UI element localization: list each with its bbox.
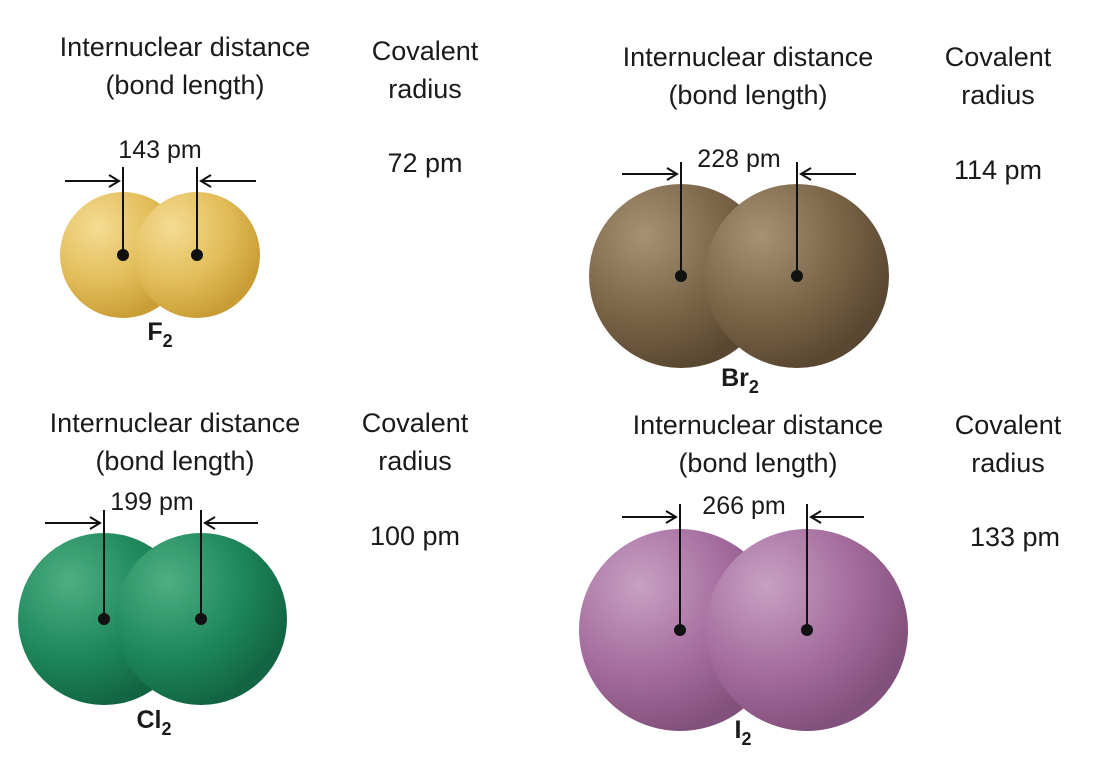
i2-formula-subscript: 2 <box>741 729 752 749</box>
cl2-formula-symbol: Cl <box>136 706 162 734</box>
cl2-distance-label-line1: Internuclear distance <box>49 408 301 438</box>
i2-formula-symbol: I <box>734 716 742 744</box>
i2-distance-label-line1: Internuclear distance <box>632 410 884 440</box>
f2-radius-label: Covalent radius <box>345 32 505 108</box>
f2-molecule <box>60 167 260 318</box>
br2-formula-symbol: Br <box>721 364 749 392</box>
br2-arrow-right-icon <box>799 167 856 181</box>
br2-covalent-radius: 114 pm <box>953 155 1043 185</box>
f2-formula-symbol: F <box>147 318 163 346</box>
i2-nucleus-right <box>801 624 813 636</box>
f2-radius-label-line2: radius <box>388 74 462 104</box>
br2-radius-label-line1: Covalent <box>944 42 1052 72</box>
br2-molecule <box>589 162 889 368</box>
i2-molecule <box>579 504 908 731</box>
br2-distance-label-line1: Internuclear distance <box>622 42 874 72</box>
cl2-radius-label: Covalent radius <box>335 404 495 480</box>
i2-distance-label-line2: (bond length) <box>678 448 838 478</box>
br2-distance-label: Internuclear distance (bond length) <box>585 38 911 114</box>
br2-bond-length: 228 pm <box>697 145 781 173</box>
f2-arrow-right-icon <box>199 174 256 188</box>
f2-nucleus-left <box>117 249 129 261</box>
cl2-arrow-left-icon <box>45 516 102 530</box>
cl2-radius-label-line1: Covalent <box>361 408 469 438</box>
i2-radius-label-line2: radius <box>971 448 1045 478</box>
i2-bond-length: 266 pm <box>702 492 786 520</box>
i2-covalent-radius: 133 pm <box>969 522 1061 552</box>
br2-distance-label-line2: (bond length) <box>668 80 828 110</box>
cl2-covalent-radius: 100 pm <box>369 521 461 551</box>
f2-arrow-left-icon <box>65 174 121 188</box>
i2-radius-label: Covalent radius <box>928 406 1088 482</box>
cl2-nucleus-right <box>195 613 207 625</box>
cl2-distance-label-line2: (bond length) <box>95 446 255 476</box>
cl2-radius-label-line2: radius <box>378 446 452 476</box>
cl2-formula: Cl2 <box>104 706 204 740</box>
f2-radius-label-line1: Covalent <box>371 36 479 66</box>
f2-covalent-radius: 72 pm <box>387 148 463 178</box>
f2-bond-length: 143 pm <box>118 136 202 164</box>
br2-radius-label: Covalent radius <box>918 38 1078 114</box>
i2-nucleus-left <box>674 624 686 636</box>
f2-distance-label: Internuclear distance (bond length) <box>25 28 345 104</box>
cl2-arrow-right-icon <box>203 516 258 530</box>
f2-formula: F2 <box>110 318 210 352</box>
cl2-nucleus-left <box>98 613 110 625</box>
cl2-formula-subscript: 2 <box>161 719 172 739</box>
i2-formula: I2 <box>693 716 793 750</box>
i2-distance-label: Internuclear distance (bond length) <box>595 406 921 482</box>
br2-formula-subscript: 2 <box>748 377 759 397</box>
br2-radius-label-line2: radius <box>961 80 1035 110</box>
f2-formula-subscript: 2 <box>162 331 173 351</box>
f2-nucleus-right <box>191 249 203 261</box>
br2-nucleus-right <box>791 270 803 282</box>
i2-radius-label-line1: Covalent <box>954 410 1062 440</box>
cl2-distance-label: Internuclear distance (bond length) <box>15 404 335 480</box>
br2-formula: Br2 <box>690 364 790 398</box>
f2-distance-label-line2: (bond length) <box>105 70 265 100</box>
cl2-bond-length: 199 pm <box>110 488 194 516</box>
br2-arrow-left-icon <box>622 167 679 181</box>
br2-nucleus-left <box>675 270 687 282</box>
i2-arrow-left-icon <box>622 510 678 524</box>
i2-arrow-right-icon <box>809 510 864 524</box>
f2-distance-label-line1: Internuclear distance <box>59 32 311 62</box>
cl2-molecule <box>18 510 287 705</box>
